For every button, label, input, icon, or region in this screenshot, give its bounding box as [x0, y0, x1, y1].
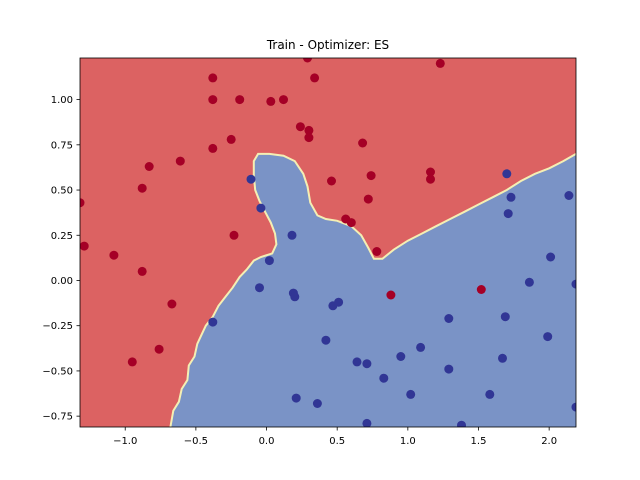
data-point-class-1 [312, 399, 322, 408]
data-point-class-1 [246, 174, 256, 184]
data-point-class-1 [379, 373, 389, 383]
data-point-class-0 [304, 125, 314, 135]
x-tick-label: −0.5 [184, 436, 208, 447]
y-tick-label: −0.25 [42, 321, 73, 332]
data-point-class-1 [500, 312, 510, 322]
data-point-class-1 [416, 342, 426, 352]
data-point-class-0 [208, 73, 218, 83]
data-point-class-1 [571, 279, 576, 289]
data-point-class-1 [291, 393, 301, 403]
data-point-class-0 [137, 183, 147, 193]
x-tick-label: 0.0 [259, 436, 275, 447]
data-point-class-0 [366, 171, 376, 181]
x-tick-label: 1.5 [471, 436, 487, 447]
x-tick-label: 0.5 [329, 436, 345, 447]
data-point-class-0 [327, 176, 336, 186]
data-point-class-1 [208, 317, 218, 327]
x-tick-label: 2.0 [541, 436, 557, 447]
data-point-class-1 [352, 357, 362, 367]
data-point-class-1 [334, 297, 344, 307]
data-point-class-1 [264, 256, 274, 266]
data-point-class-0 [226, 134, 236, 144]
y-axis: −0.75 −0.50 −0.25 0.00 0.25 0.50 0.75 1.00 [42, 95, 80, 423]
data-point-class-0 [154, 344, 164, 354]
data-point-class-0 [266, 96, 276, 106]
data-point-class-0 [303, 58, 312, 63]
data-point-class-1 [290, 292, 300, 302]
y-tick-label: −0.50 [42, 366, 73, 377]
data-point-class-0 [127, 357, 137, 367]
data-point-class-0 [175, 156, 185, 166]
data-point-class-0 [80, 198, 85, 208]
data-point-class-1 [543, 332, 553, 342]
data-point-class-1 [396, 352, 406, 361]
data-point-class-1 [362, 359, 372, 369]
data-point-class-1 [524, 277, 534, 287]
data-point-class-0 [229, 230, 239, 240]
data-point-class-1 [287, 230, 297, 240]
y-tick-label: 0.00 [51, 276, 73, 287]
data-point-class-1 [457, 420, 466, 427]
data-point-class-0 [80, 241, 89, 251]
chart-title: Train - Optimizer: ES [266, 38, 389, 52]
data-point-class-1 [485, 389, 495, 399]
data-point-class-0 [363, 194, 373, 204]
data-point-class-1 [502, 169, 512, 179]
decision-boundary-line [169, 152, 576, 427]
data-point-class-0 [304, 133, 314, 143]
data-point-class-1 [498, 353, 507, 363]
data-point-class-1 [321, 335, 331, 345]
data-point-class-0 [310, 73, 320, 83]
data-point-class-0 [476, 285, 486, 294]
data-point-class-0 [137, 266, 147, 276]
data-point-class-1 [503, 209, 513, 219]
data-point-class-0 [386, 290, 396, 300]
data-point-class-0 [167, 299, 177, 309]
data-point-class-1 [406, 389, 416, 399]
data-point-class-0 [346, 218, 356, 228]
data-point-class-0 [435, 58, 445, 68]
y-tick-label: 0.50 [51, 186, 73, 197]
decision-region-class-1 [170, 153, 576, 427]
data-point-class-1 [255, 283, 264, 293]
x-tick-label: 1.0 [400, 436, 416, 447]
data-point-class-0 [109, 250, 119, 260]
data-point-class-1 [506, 192, 516, 202]
data-point-class-0 [358, 138, 368, 148]
data-points [80, 58, 576, 427]
data-point-class-0 [295, 122, 305, 132]
data-point-class-1 [564, 191, 574, 200]
data-point-class-0 [208, 95, 218, 105]
data-point-class-0 [372, 247, 382, 256]
data-point-class-0 [279, 95, 288, 105]
x-axis: −1.0 −0.5 0.0 0.5 1.0 1.5 2.0 [113, 427, 557, 447]
data-point-class-0 [235, 95, 245, 105]
y-tick-label: 0.75 [51, 140, 73, 151]
y-tick-label: −0.75 [42, 412, 73, 423]
data-point-class-1 [362, 418, 372, 427]
y-tick-label: 1.00 [51, 95, 73, 106]
data-point-class-0 [144, 162, 154, 171]
data-point-class-0 [208, 143, 218, 153]
data-point-class-1 [444, 314, 454, 323]
data-point-class-1 [256, 203, 266, 213]
y-tick-label: 0.25 [51, 231, 73, 242]
data-point-class-0 [426, 167, 435, 177]
data-point-class-1 [571, 402, 576, 412]
plot-frame [79, 57, 577, 428]
x-tick-label: −1.0 [113, 436, 137, 447]
data-point-class-1 [444, 364, 454, 374]
plot-area [80, 58, 576, 427]
data-point-class-1 [546, 252, 556, 262]
data-point-class-0 [426, 174, 435, 184]
